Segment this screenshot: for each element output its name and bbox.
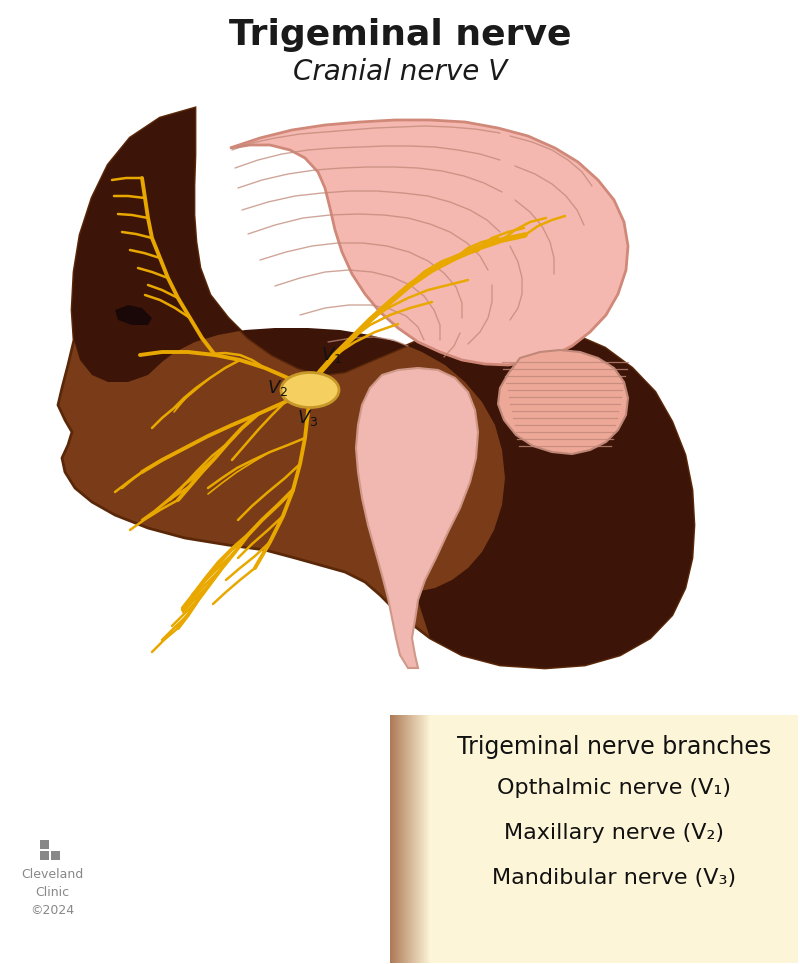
Text: Trigeminal nerve branches: Trigeminal nerve branches [457,735,771,759]
Bar [418,715,419,963]
Bar [390,715,391,963]
Text: Trigeminal nerve: Trigeminal nerve [229,18,571,52]
Bar [411,715,412,963]
Bar [40,840,49,849]
Bar [423,715,424,963]
Bar [404,715,405,963]
Bar [402,715,403,963]
Text: Opthalmic nerve (V₁): Opthalmic nerve (V₁) [497,778,731,798]
Bar [51,851,60,860]
Polygon shape [230,120,628,365]
Bar [400,715,401,963]
Bar [392,715,393,963]
FancyBboxPatch shape [390,715,798,963]
Bar [401,715,402,963]
Bar [394,715,395,963]
Bar [397,715,398,963]
Bar [40,851,49,860]
Bar [414,715,415,963]
Bar [399,715,400,963]
Text: $V_3$: $V_3$ [298,408,318,428]
Polygon shape [115,305,152,325]
Text: $V_2$: $V_2$ [267,378,289,398]
Text: $V_1$: $V_1$ [322,345,342,365]
Bar [396,715,397,963]
Polygon shape [72,108,694,668]
Bar [415,715,416,963]
Bar [398,715,399,963]
Bar [429,715,430,963]
Bar [395,715,396,963]
Text: Maxillary nerve (V₂): Maxillary nerve (V₂) [504,823,724,843]
Bar [422,715,423,963]
Bar [410,715,411,963]
Bar [424,715,425,963]
Bar [421,715,422,963]
Polygon shape [498,350,628,454]
Bar [419,715,420,963]
Bar [417,715,418,963]
Bar [412,715,413,963]
Ellipse shape [281,372,339,408]
Polygon shape [58,108,694,668]
Bar [393,715,394,963]
Bar [420,715,421,963]
Bar [428,715,429,963]
Bar [427,715,428,963]
Bar [51,840,60,849]
Polygon shape [356,368,478,668]
Text: Cranial nerve V: Cranial nerve V [293,58,507,86]
Bar [409,715,410,963]
Bar [49,839,60,850]
Text: Cleveland
Clinic
©2024: Cleveland Clinic ©2024 [21,868,83,917]
Bar [408,715,409,963]
Bar [391,715,392,963]
Bar [413,715,414,963]
Bar [406,715,407,963]
Bar [416,715,417,963]
Bar [407,715,408,963]
Bar [425,715,426,963]
Bar [426,715,427,963]
Text: Mandibular nerve (V₃): Mandibular nerve (V₃) [492,868,736,888]
Bar [405,715,406,963]
Bar [403,715,404,963]
